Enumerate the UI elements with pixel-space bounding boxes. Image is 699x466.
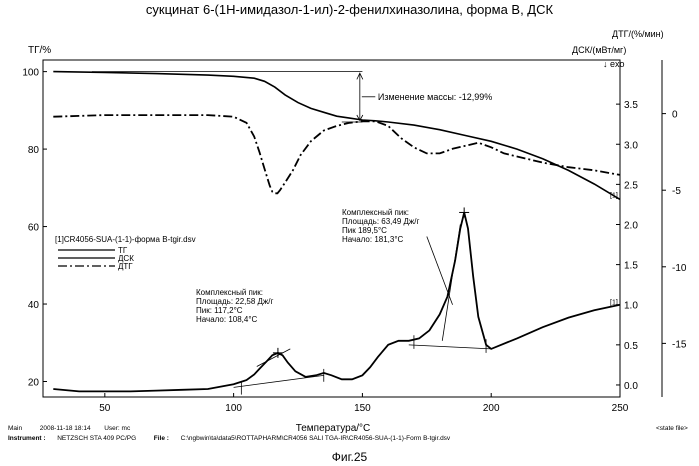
left-tick-label: 40	[28, 300, 40, 311]
footer-state-file: <state file>	[656, 425, 688, 432]
dsc-tick-label: 2.5	[624, 180, 638, 191]
dsc-tick-label: 2.0	[624, 220, 638, 231]
peak1-baseline	[234, 375, 324, 387]
mass-change-label: Изменение массы: -12,99%	[378, 92, 492, 102]
figure-caption: Фиг.25	[0, 450, 699, 464]
peak2-leader	[427, 237, 453, 305]
legend-file-name: [1]CR4056-SUA-(1-1)-форма B-tgir.dsv	[55, 235, 196, 244]
dsc-tick-label: 0.0	[624, 381, 638, 392]
footer-instrument-label: Instrument :	[8, 435, 46, 442]
x-tick-label: 150	[354, 403, 371, 414]
footer-file-value: C:\ngbwin\ta\data5\ROTTAPHARM\CR4056 SAL…	[181, 435, 451, 442]
footer-main-user: User: mc	[104, 425, 130, 432]
peak2-baseline	[409, 345, 491, 349]
curve-end-label-1: [1]	[610, 300, 618, 307]
left-tick-label: 80	[28, 145, 40, 156]
peak2-label-1: Площадь: 63,49 Дж/г	[342, 217, 420, 226]
dtg-tick-label: -15	[672, 339, 687, 350]
y-axis-label-tg: ТГ/%	[28, 45, 51, 56]
curves	[53, 72, 620, 392]
dsc-tick-label: 1.0	[624, 301, 638, 312]
dsc-tick-label: 1.5	[624, 261, 638, 272]
x-ticks: 50 100 150 200 250	[99, 393, 629, 414]
footer-main-label: Main	[8, 425, 22, 432]
peak2-label-0: Комплексный пик:	[342, 208, 409, 217]
annotations: Изменение массы: -12,99% [1]CR4056-SUA-(1…	[55, 72, 618, 395]
exo-marker: ↓ exo	[603, 59, 625, 69]
x-tick-label: 50	[99, 403, 111, 414]
footer-main: Main 2008-11-18 18:14 User: mc	[8, 425, 130, 432]
footer-instrument-row: Instrument : NETZSCH STA 409 PC/PG File …	[8, 435, 450, 442]
y-axis-label-dsc: ДСК/(мВт/мг)	[572, 45, 626, 55]
left-tick-label: 20	[28, 378, 40, 389]
series-ТГ	[53, 72, 620, 200]
peak2-label-3: Начало: 181,3°C	[342, 235, 404, 244]
dtg-tick-label: -5	[672, 186, 681, 197]
footer-instrument-value: NETZSCH STA 409 PC/PG	[57, 435, 136, 442]
x-tick-label: 100	[225, 403, 242, 414]
x-tick-label: 250	[612, 403, 629, 414]
footer-main-date: 2008-11-18 18:14	[40, 425, 91, 432]
dsc-y-ticks: 0.0 0.5 1.0 1.5 2.0 2.5 3.0 3.5	[616, 100, 638, 392]
peak1-label-2: Пик: 117,2°C	[196, 306, 243, 315]
left-tick-label: 100	[22, 68, 39, 79]
peak2-label-2: Пик 189,5°C	[342, 226, 387, 235]
dtg-tick-label: 0	[672, 110, 678, 121]
peak1-label-1: Площадь: 22,58 Дж/г	[196, 297, 274, 306]
footer-file-label: File :	[154, 435, 169, 442]
legend-entry-ДТГ: ДТГ	[118, 262, 133, 271]
peak2-onset-line	[442, 224, 460, 340]
series-ДТГ	[53, 115, 620, 193]
y-axis-label-dtg: ДТГ/(%/мин)	[612, 29, 664, 39]
dsc-tick-label: 3.0	[624, 140, 638, 151]
dtg-tick-label: -10	[672, 263, 687, 274]
left-tick-label: 60	[28, 223, 40, 234]
x-tick-label: 200	[483, 403, 500, 414]
dsc-tick-label: 3.5	[624, 100, 638, 111]
peak1-label-3: Начало: 108,4°C	[196, 315, 258, 324]
dtg-y-ticks: 0 -5 -10 -15	[662, 110, 687, 351]
x-axis-label: Температура/°C	[296, 423, 371, 434]
dsc-tick-label: 0.5	[624, 341, 638, 352]
peak1-label-0: Комплексный пик:	[196, 288, 263, 297]
plot-border	[43, 60, 620, 397]
curve-end-label-0: [1]	[610, 192, 618, 199]
